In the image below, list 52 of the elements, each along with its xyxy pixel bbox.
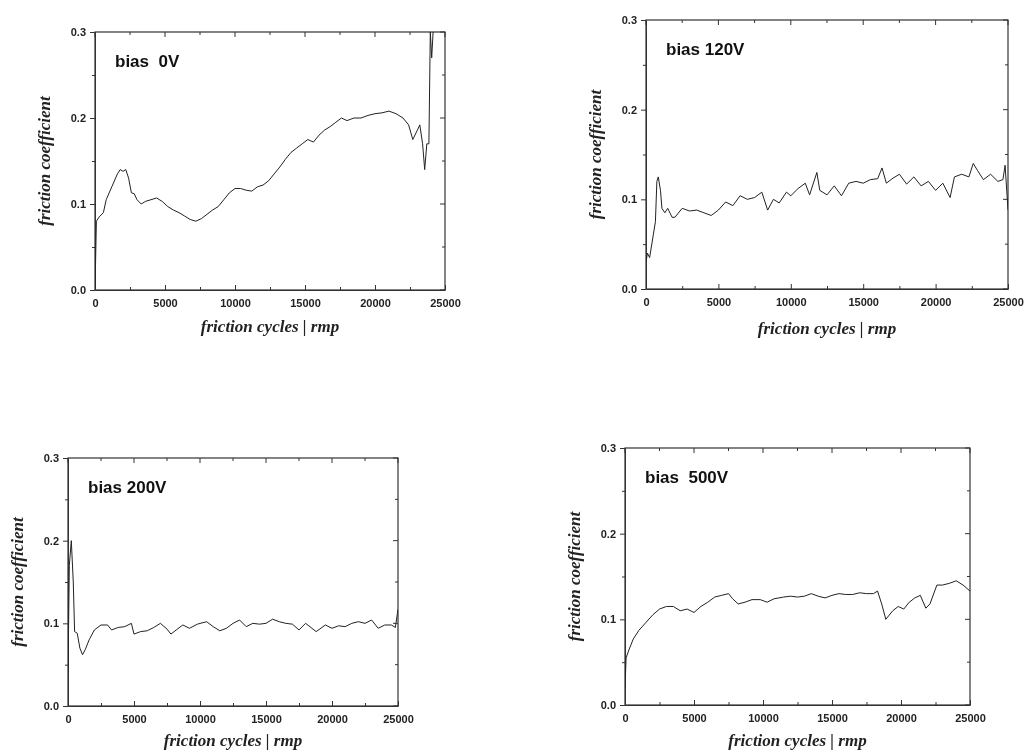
x-tick-label: 20000 <box>920 295 952 308</box>
y-axis-title: friction coefficient <box>586 88 605 220</box>
text: bias 0V <box>115 52 180 71</box>
y-axis-title: friction coefficient <box>565 510 584 642</box>
y-tick-label: 0.2 <box>600 527 616 540</box>
y-tick-label: 0.1 <box>600 613 616 626</box>
x-tick-label: 15000 <box>817 711 848 724</box>
y-tick-label: 0.0 <box>621 283 637 296</box>
y-tick-label: 0.3 <box>600 442 616 455</box>
y-tick-label: 0.1 <box>43 617 59 630</box>
y-axis-title: friction coefficient <box>35 94 54 226</box>
x-tick-label: 10000 <box>220 296 251 309</box>
x-tick-label: 15000 <box>848 295 879 308</box>
y-tick-label: 0.1 <box>70 198 86 211</box>
y-tick-label: 0.2 <box>621 103 637 116</box>
y-tick-label: 0.0 <box>43 700 59 713</box>
y-tick-label: 0.3 <box>43 452 59 465</box>
x-tick-label: 20000 <box>886 711 917 724</box>
x-tick-label: 15000 <box>290 296 321 309</box>
y-tick-label: 0.3 <box>70 26 86 39</box>
y-tick-label: 0.2 <box>43 534 59 547</box>
y-tick-label: 0.2 <box>70 112 86 125</box>
text: bias 500V <box>645 468 729 487</box>
x-tick-label: 15000 <box>251 712 282 725</box>
x-axis-title: friction cycles | rmp <box>757 319 897 338</box>
x-tick-label: 0 <box>65 712 72 725</box>
x-tick-label: 25000 <box>430 296 461 309</box>
text: bias 120V <box>666 40 746 59</box>
x-tick-label: 0 <box>622 711 629 724</box>
x-axis-title: friction cycles | rmp <box>200 317 340 336</box>
x-axis-title: friction cycles | rmp <box>728 731 867 750</box>
y-tick-label: 0.0 <box>70 284 86 297</box>
x-tick-label: 10000 <box>748 711 779 724</box>
x-tick-label: 25000 <box>955 711 986 724</box>
y-tick-label: 0.0 <box>600 699 616 712</box>
x-tick-label: 5000 <box>122 712 147 725</box>
x-tick-label: 25000 <box>383 712 414 725</box>
x-tick-label: 5000 <box>682 711 707 724</box>
x-tick-label: 10000 <box>185 712 216 725</box>
x-tick-label: 10000 <box>776 295 807 308</box>
x-tick-label: 0 <box>643 295 650 308</box>
text: bias 200V <box>88 478 168 497</box>
x-tick-label: 20000 <box>360 296 391 309</box>
x-tick-label: 25000 <box>993 295 1024 308</box>
x-tick-label: 5000 <box>706 295 732 308</box>
y-axis-title: friction coefficient <box>8 515 27 647</box>
x-tick-label: 5000 <box>153 296 178 309</box>
x-tick-label: 0 <box>92 296 99 309</box>
x-axis-title: friction cycles | rmp <box>163 731 303 750</box>
y-tick-label: 0.3 <box>621 14 637 27</box>
y-tick-label: 0.1 <box>621 193 637 206</box>
x-tick-label: 20000 <box>317 712 348 725</box>
